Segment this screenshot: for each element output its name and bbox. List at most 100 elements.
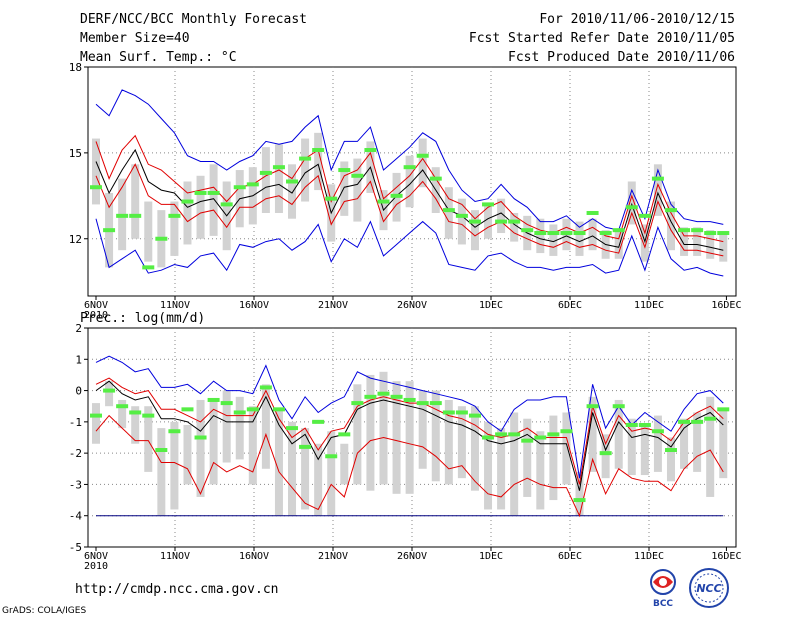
series-mean (95, 380, 724, 491)
median-mark (272, 165, 285, 170)
start-date: Fcst Started Refer Date 2010/11/05 (468, 31, 735, 46)
spread-box (196, 175, 205, 239)
y-tick-label: -3 (69, 478, 82, 491)
spread-box (549, 224, 558, 256)
y-tick-label: -1 (69, 416, 82, 429)
median-mark (194, 190, 207, 195)
spread-box (301, 138, 310, 202)
spread-box (379, 371, 388, 485)
ncc-logo-text: NCC (696, 582, 721, 595)
x-tick-label: 26NOV (397, 551, 427, 562)
spread-box (706, 396, 715, 497)
median-mark (129, 213, 142, 218)
median-mark (312, 419, 325, 424)
median-mark (664, 448, 677, 453)
source-url[interactable]: http://cmdp.ncc.cma.gov.cn (75, 582, 279, 597)
spread-box (196, 399, 205, 497)
median-mark (181, 407, 194, 412)
spread-box (157, 428, 166, 516)
median-mark (651, 176, 664, 181)
spread-box (92, 138, 100, 205)
median-mark (338, 168, 351, 173)
x-tick-label: 11NOV (160, 551, 190, 562)
spread-box (484, 421, 493, 510)
spread-box (653, 164, 662, 216)
y-tick-label: 18 (69, 61, 82, 74)
median-mark (299, 156, 312, 161)
spread-box (693, 412, 702, 472)
median-mark (403, 397, 416, 402)
median-mark (272, 407, 285, 412)
spread-box (666, 201, 675, 251)
spread-box (536, 218, 545, 254)
median-mark (390, 394, 403, 399)
median-mark (338, 432, 351, 437)
spread-box (719, 233, 728, 262)
median-mark (625, 205, 638, 210)
produced-date: Fcst Produced Date 2010/11/06 (508, 50, 735, 65)
median-mark (168, 429, 181, 434)
median-mark (495, 219, 508, 224)
spread-box (653, 415, 662, 472)
median-mark (468, 413, 481, 418)
spread-box (693, 227, 702, 256)
median-mark (194, 435, 207, 440)
median-mark (364, 394, 377, 399)
median-mark (612, 404, 625, 409)
spread-box (301, 428, 310, 510)
series-std-hi (95, 377, 724, 485)
x-tick-label: 11DEC (634, 300, 664, 311)
spread-box (209, 399, 218, 485)
spread-box (444, 187, 453, 239)
spread-box (640, 224, 649, 262)
median-mark (233, 410, 246, 415)
member-size: Member Size=40 (80, 31, 190, 46)
median-mark (508, 432, 521, 437)
forecast-title: DERF/NCC/BCC Monthly Forecast (80, 12, 307, 27)
spread-box (575, 221, 584, 256)
spread-box (457, 198, 466, 245)
median-mark (573, 231, 586, 236)
median-mark (586, 404, 599, 409)
median-mark (612, 228, 625, 233)
series-std-lo (95, 414, 724, 518)
spread-box (340, 161, 349, 216)
median-mark (638, 422, 651, 427)
median-mark (181, 199, 194, 204)
median-mark (168, 213, 181, 218)
spread-box (680, 227, 689, 256)
median-mark (220, 401, 233, 406)
median-mark (116, 404, 129, 409)
variable-label: Mean Surf. Temp.: °C (80, 50, 237, 65)
series-std-lo (95, 163, 724, 257)
series-min (95, 218, 724, 277)
spread-box (588, 396, 597, 472)
spread-box (484, 204, 493, 239)
median-mark (416, 153, 429, 158)
spread-box (353, 384, 362, 485)
spread-box (523, 418, 532, 497)
spread-box (131, 406, 140, 444)
spread-box (627, 418, 636, 476)
median-mark (691, 228, 704, 233)
median-mark (586, 210, 599, 215)
spread-box (418, 390, 427, 469)
spread-box (248, 406, 257, 485)
x-tick-label: 11NOV (160, 300, 190, 311)
spread-box (340, 443, 349, 485)
median-mark (220, 202, 233, 207)
spread-box (314, 132, 323, 191)
x-tick-label: 16NOV (239, 300, 269, 311)
spread-box (183, 181, 192, 245)
y-tick-label: 1 (75, 353, 82, 366)
median-mark (547, 231, 560, 236)
spread-box (614, 399, 623, 469)
median-mark (116, 213, 129, 218)
median-mark (351, 401, 364, 406)
median-mark (103, 228, 116, 233)
median-mark (560, 231, 573, 236)
x-tick-label: 6DEC (558, 300, 582, 311)
median-mark (377, 199, 390, 204)
median-mark (325, 196, 338, 201)
